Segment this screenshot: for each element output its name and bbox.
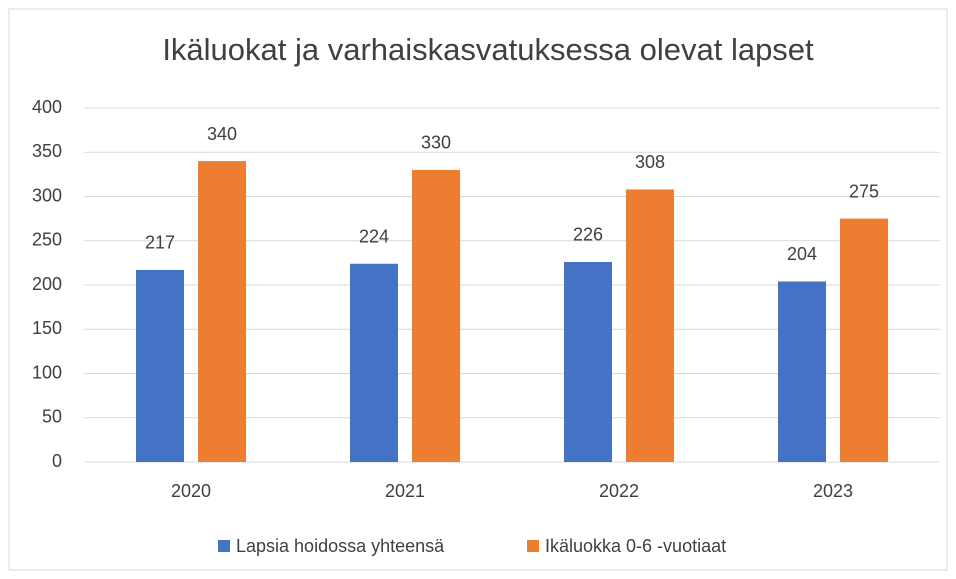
data-label: 224 xyxy=(359,227,389,247)
data-label: 340 xyxy=(207,124,237,144)
data-label: 308 xyxy=(635,152,665,172)
bar xyxy=(198,161,246,462)
x-tick-label: 2021 xyxy=(385,481,425,501)
bar xyxy=(564,261,612,462)
data-label: 330 xyxy=(421,133,451,153)
y-tick-label: 100 xyxy=(32,362,62,382)
y-tick-label: 150 xyxy=(32,318,62,338)
y-tick-label: 200 xyxy=(32,274,62,294)
legend-swatch xyxy=(218,540,230,552)
data-label: 275 xyxy=(849,181,879,201)
y-tick-label: 300 xyxy=(32,185,62,205)
legend-swatch xyxy=(527,540,539,552)
x-tick-label: 2022 xyxy=(599,481,639,501)
bar xyxy=(626,189,674,463)
y-tick-label: 250 xyxy=(32,230,62,250)
bar xyxy=(778,281,826,462)
x-tick-label: 2020 xyxy=(171,481,211,501)
y-tick-label: 0 xyxy=(52,451,62,471)
bar xyxy=(136,269,184,462)
data-label: 204 xyxy=(787,244,817,264)
legend-label: Lapsia hoidossa yhteensä xyxy=(236,536,445,556)
data-label: 226 xyxy=(573,225,603,245)
y-tick-label: 400 xyxy=(32,97,62,117)
x-tick-label: 2023 xyxy=(813,481,853,501)
chart-title: Ikäluokat ja varhaiskasvatuksessa olevat… xyxy=(162,32,814,67)
bar xyxy=(840,218,888,462)
bar xyxy=(350,263,398,462)
data-label: 217 xyxy=(145,233,175,253)
y-tick-label: 350 xyxy=(32,141,62,161)
bar xyxy=(412,169,460,462)
legend-label: Ikäluokka 0-6 -vuotiaat xyxy=(545,536,726,556)
y-tick-label: 50 xyxy=(42,407,62,427)
